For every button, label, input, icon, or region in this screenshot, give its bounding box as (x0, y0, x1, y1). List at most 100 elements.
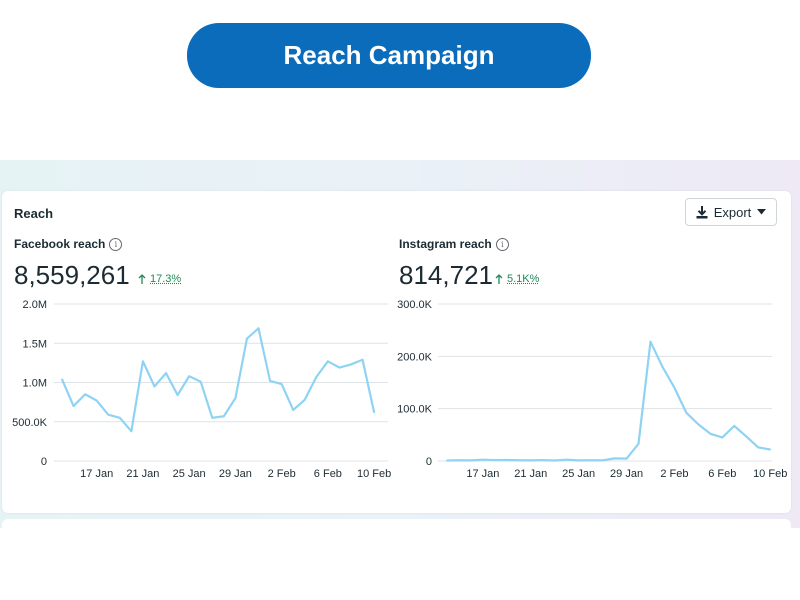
facebook-y-tick-label: 2.0M (23, 299, 47, 311)
facebook-data-point (257, 327, 260, 330)
info-icon[interactable]: i (495, 237, 509, 251)
facebook-data-point (315, 376, 318, 378)
facebook-x-tick-label: 2 Feb (268, 468, 296, 480)
instagram-data-point (529, 459, 532, 462)
reach-card (2, 191, 791, 513)
instagram-data-point (769, 448, 772, 451)
instagram-data-point (541, 459, 544, 461)
instagram-data-point (637, 442, 640, 445)
instagram-data-point (721, 436, 724, 439)
facebook-data-point (118, 416, 121, 419)
download-icon (696, 205, 708, 218)
export-label: Export (713, 204, 752, 220)
instagram-data-point (745, 435, 748, 438)
instagram-data-point (482, 458, 484, 461)
facebook-data-point (361, 358, 364, 361)
instagram-x-tick-label: 6 Feb (708, 468, 736, 480)
info-icon[interactable]: i (109, 237, 123, 251)
facebook-reach-total: 8,559,261 (14, 260, 130, 290)
instagram-x-tick-label: 17 Jan (466, 468, 499, 480)
facebook-x-tick-label: 25 Jan (173, 468, 206, 480)
facebook-x-tick-label: 10 Feb (357, 468, 391, 480)
facebook-data-point (107, 413, 110, 416)
facebook-data-point (176, 394, 179, 396)
instagram-data-point (601, 459, 604, 462)
facebook-data-point (142, 360, 144, 363)
facebook-change-value: 17.3% (150, 273, 182, 285)
facebook-data-point (326, 360, 329, 363)
instagram-data-point (505, 459, 508, 461)
arrow-up-icon (138, 274, 146, 284)
instagram-data-point (565, 458, 568, 461)
facebook-data-point (292, 409, 295, 411)
facebook-x-tick-label: 17 Jan (80, 468, 113, 480)
facebook-x-tick-label: 29 Jan (219, 468, 252, 480)
instagram-data-point (673, 386, 676, 389)
instagram-x-tick-label: 21 Jan (514, 468, 547, 480)
instagram-reach-change: 5.1K% (495, 273, 539, 285)
instagram-y-tick-label: 200.0K (397, 351, 433, 363)
instagram-data-point (553, 459, 556, 462)
instagram-data-point (733, 425, 736, 427)
arrow-up-icon (495, 274, 503, 284)
facebook-y-tick-label: 1.5M (23, 338, 47, 350)
facebook-data-point (211, 416, 214, 419)
facebook-data-point (84, 393, 87, 396)
banner-title: Reach Campaign (283, 40, 495, 70)
facebook-data-point (338, 366, 341, 369)
instagram-data-point (589, 459, 592, 462)
facebook-data-point (269, 380, 271, 382)
facebook-reach-label: Facebook reach i (14, 237, 123, 251)
instagram-data-point (493, 459, 496, 461)
instagram-reach-chart: 0 100.0K 200.0K 300.0K 17 Jan 21 Jan 25 Jan 29 … (397, 299, 787, 480)
instagram-x-tick-label: 10 Feb (753, 468, 787, 480)
facebook-series-line (60, 327, 376, 433)
instagram-y-tick-label: 300.0K (397, 299, 433, 311)
facebook-data-point (95, 399, 98, 402)
facebook-data-point (246, 337, 248, 340)
instagram-data-point (649, 340, 652, 343)
facebook-data-point (61, 378, 63, 381)
instagram-data-point (661, 365, 664, 368)
facebook-y-tick-label: 1.0M (23, 378, 47, 390)
facebook-x-tick-label: 6 Feb (314, 468, 342, 480)
facebook-data-point (165, 372, 167, 374)
card-title: Reach (14, 206, 54, 221)
instagram-y-tick-label: 100.0K (397, 404, 433, 416)
facebook-y-tick-label: 500.0K (12, 417, 48, 429)
facebook-data-point (72, 405, 75, 407)
facebook-data-point (303, 398, 306, 401)
instagram-data-point (697, 423, 700, 426)
instagram-reach-title: Instagram reach (399, 237, 492, 251)
facebook-data-point (222, 415, 225, 418)
instagram-x-tick-label: 25 Jan (562, 468, 595, 480)
instagram-x-tick-label: 2 Feb (660, 468, 688, 480)
campaign-banner: Reach Campaign (187, 23, 591, 88)
facebook-x-tick-label: 21 Jan (126, 468, 159, 480)
facebook-y-tick-label: 0 (41, 456, 47, 468)
facebook-data-point (153, 385, 156, 388)
instagram-data-point (685, 411, 688, 414)
instagram-data-point (613, 457, 616, 460)
facebook-data-point (280, 383, 283, 385)
export-button[interactable]: Export (685, 198, 777, 226)
caret-down-icon (757, 209, 767, 215)
instagram-data-point (757, 446, 760, 449)
instagram-reach-total: 814,721 (399, 260, 493, 290)
instagram-data-point (709, 432, 712, 435)
instagram-data-point (446, 459, 448, 462)
instagram-data-point (577, 459, 580, 462)
facebook-data-point (234, 397, 237, 400)
facebook-data-point (130, 430, 133, 433)
facebook-reach-chart: 0 500.0K 1.0M 1.5M 2.0M 17 Jan 21 Jan 25 Jan 29 … (12, 299, 391, 480)
instagram-series-line (446, 340, 771, 462)
instagram-data-point (458, 459, 460, 462)
facebook-reach-change: 17.3% (138, 273, 181, 285)
instagram-data-point (470, 459, 472, 462)
next-card-edge (2, 519, 791, 528)
instagram-change-value: 5.1K% (507, 273, 540, 285)
instagram-reach-label: Instagram reach i (399, 237, 509, 251)
instagram-y-tick-label: 0 (426, 456, 432, 468)
facebook-data-point (199, 380, 202, 383)
facebook-data-point (188, 375, 191, 378)
